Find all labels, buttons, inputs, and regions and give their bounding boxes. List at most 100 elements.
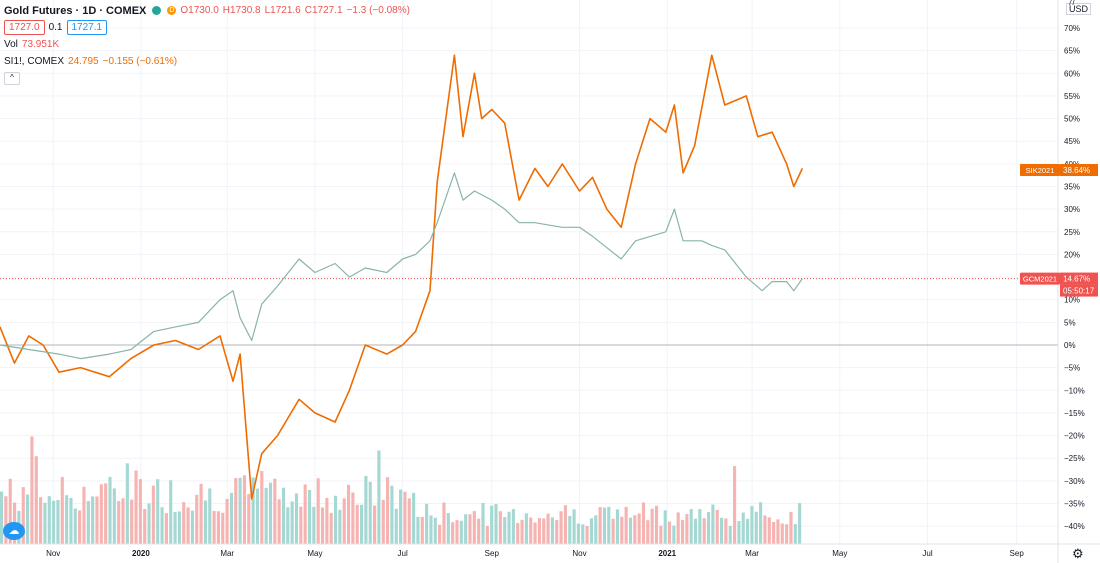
- volume-bar: [572, 509, 576, 544]
- compare-symbol[interactable]: SI1!, COMEX: [4, 55, 65, 67]
- silver-name-label: SIK2021: [1026, 166, 1055, 175]
- spread-value: 0.1: [48, 21, 63, 33]
- volume-bar: [399, 489, 403, 544]
- volume-bar: [789, 511, 793, 544]
- volume-bar: [798, 503, 802, 544]
- volume-bar: [138, 479, 142, 544]
- volume-bar: [585, 525, 589, 544]
- volume-bar: [785, 524, 789, 544]
- ohlc-low: L1721.6: [264, 4, 301, 16]
- volume-bar: [104, 483, 108, 544]
- volume-bar: [381, 499, 385, 544]
- countdown-label: 05:50:17: [1063, 287, 1095, 296]
- volume-bar: [693, 518, 698, 544]
- volume-bar: [464, 514, 468, 544]
- volume-bar: [698, 509, 702, 544]
- volume-bar: [702, 518, 706, 544]
- volume-bar: [468, 514, 472, 544]
- y-tick-label: 45%: [1064, 137, 1080, 146]
- collapse-legend-chevron-up-icon[interactable]: ^: [4, 72, 20, 85]
- volume-bar: [628, 517, 633, 544]
- volume-bar: [151, 485, 155, 544]
- volume-bar: [637, 513, 641, 544]
- volume-bar: [212, 510, 216, 544]
- volume-bar: [338, 509, 342, 544]
- volume-bar: [641, 502, 646, 544]
- volume-bar: [689, 509, 693, 544]
- volume-bar: [659, 525, 663, 544]
- volume-bar: [8, 478, 12, 544]
- delayed-data-icon: D: [167, 6, 177, 15]
- x-tick-label: Sep: [485, 549, 500, 558]
- volume-bar: [407, 498, 411, 544]
- volume-bar: [255, 488, 260, 544]
- volume-bar: [199, 483, 203, 544]
- scale-icon[interactable]: 7/: [1068, 0, 1075, 7]
- volume-bar: [442, 502, 446, 544]
- gear-icon[interactable]: ⚙: [1072, 546, 1084, 561]
- volume-bar: [438, 524, 442, 544]
- currency-label[interactable]: USD: [1066, 3, 1092, 15]
- symbol-title[interactable]: Gold Futures · 1D · COMEX: [4, 4, 147, 17]
- series-line-gcm2021: [0, 172, 803, 360]
- volume-bar: [78, 510, 82, 544]
- series-line-sik2021: [0, 54, 804, 500]
- buy-price-button[interactable]: 1727.1: [66, 20, 108, 35]
- volume-bar: [737, 520, 741, 544]
- volume-bar: [394, 508, 398, 544]
- y-tick-label: −25%: [1064, 454, 1085, 463]
- tradingview-logo-icon[interactable]: ☁: [3, 522, 25, 540]
- gold-name-label: GCM2021: [1023, 275, 1057, 284]
- volume-bar: [342, 498, 346, 544]
- volume-bar: [472, 511, 476, 544]
- volume-bar: [229, 492, 234, 544]
- time-scale[interactable]: Nov 2020 Mar May Jul Sep Nov 2021 Mar May Jul Sep: [0, 543, 1100, 558]
- volume-bar: [503, 517, 507, 544]
- y-tick-label: 5%: [1064, 318, 1076, 327]
- volume-bar: [91, 496, 95, 544]
- volume-bar: [754, 511, 758, 544]
- volume-bar: [711, 504, 715, 544]
- x-tick-label: May: [832, 549, 847, 558]
- volume-bar: [529, 517, 533, 544]
- volume-bar: [260, 470, 264, 544]
- volume-bar: [21, 487, 25, 544]
- volume-bar: [69, 497, 73, 544]
- volume-label[interactable]: Vol: [4, 38, 18, 50]
- volume-bar: [143, 508, 147, 544]
- volume-bar: [273, 478, 277, 544]
- x-tick-label: Nov: [46, 549, 60, 558]
- volume-bar: [30, 436, 34, 544]
- volume-bar: [108, 476, 112, 544]
- y-tick-label: −40%: [1064, 522, 1085, 531]
- volume-bar: [316, 478, 320, 544]
- ohlc-high: H1730.8: [222, 4, 261, 16]
- series-lines: [0, 54, 804, 500]
- volume-bar: [4, 496, 8, 544]
- volume-bar: [238, 477, 242, 544]
- volume-bar: [221, 512, 225, 544]
- volume-bar: [568, 515, 572, 544]
- volume-bar: [537, 518, 541, 544]
- x-tick-label: May: [307, 549, 322, 558]
- x-tick-label: Mar: [745, 549, 759, 558]
- volume-bar: [776, 519, 780, 544]
- volume-bar: [763, 515, 767, 544]
- volume-bar: [117, 501, 121, 544]
- volume-bar: [403, 491, 407, 544]
- volume-bar: [420, 516, 424, 544]
- volume-bar: [247, 494, 251, 544]
- sell-price-button[interactable]: 1727.0: [4, 20, 45, 35]
- volume-bar: [780, 523, 784, 544]
- volume-bar: [412, 492, 416, 544]
- ohlc-change: −1.3 (−0.08%): [346, 4, 410, 16]
- volume-bar: [650, 508, 654, 544]
- volume-bar: [498, 511, 502, 544]
- volume-bar: [52, 500, 56, 544]
- volume-bar: [277, 499, 281, 544]
- volume-bar: [728, 525, 732, 544]
- ohlc-open: O1730.0: [180, 4, 219, 16]
- volume-bar: [520, 519, 524, 544]
- volume-bar: [147, 503, 151, 544]
